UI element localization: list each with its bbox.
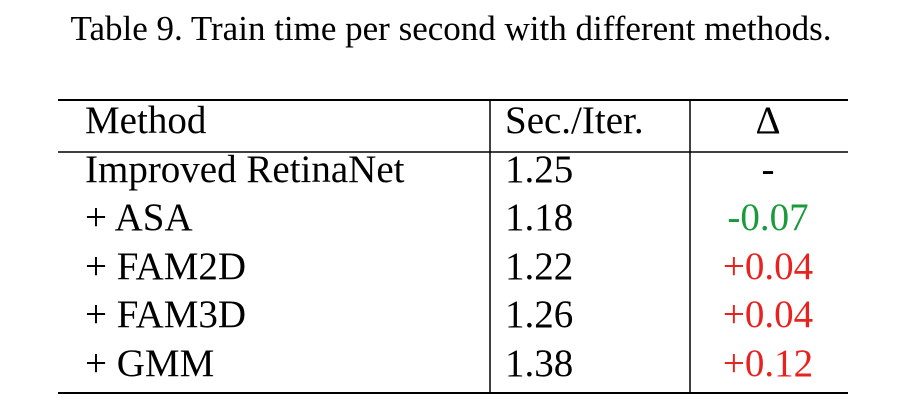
time-cell: 1.26 xyxy=(505,293,573,336)
time-cell: 1.25 xyxy=(505,148,573,191)
time-cell: 1.18 xyxy=(505,196,573,239)
header-cell: Sec./Iter. xyxy=(505,99,644,142)
method-cell: + FAM3D xyxy=(85,293,246,336)
time-cell: 1.38 xyxy=(505,342,573,385)
delta-cell: - xyxy=(762,148,775,191)
header-cell: Method xyxy=(85,99,207,142)
method-cell: Improved RetinaNet xyxy=(85,148,405,191)
caption: Table 9. Train time per second with diff… xyxy=(71,9,832,48)
time-cell: 1.22 xyxy=(505,245,573,288)
header-cell: Δ xyxy=(755,99,780,142)
delta-cell: +0.12 xyxy=(723,342,813,385)
delta-cell: -0.07 xyxy=(727,196,808,239)
method-cell: + ASA xyxy=(85,196,193,239)
delta-cell: +0.04 xyxy=(723,293,813,336)
method-cell: + GMM xyxy=(85,342,214,385)
delta-cell: +0.04 xyxy=(723,245,813,288)
method-cell: + FAM2D xyxy=(85,245,246,288)
